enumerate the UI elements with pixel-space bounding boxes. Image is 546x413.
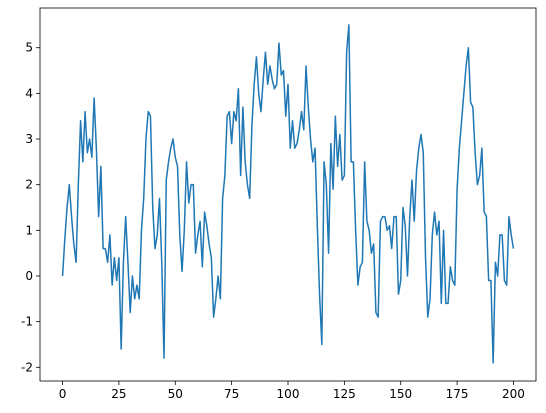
x-tick-label: 0 [59,387,67,401]
axes-frame [39,7,537,382]
y-tick-label: 2 [25,178,33,192]
x-tick-label: 125 [333,387,356,401]
x-tick-label: 25 [111,387,126,401]
y-tick-label: 3 [25,132,33,146]
data-line [61,24,515,364]
x-tick-label: 75 [224,387,239,401]
x-tick-label: 50 [168,387,183,401]
y-tick-label: 4 [25,86,33,100]
x-tick-label: 150 [389,387,412,401]
y-tick-label: 5 [25,41,33,55]
x-tick-label: 200 [502,387,525,401]
y-tick-label: -1 [21,315,33,329]
x-tick-label: 175 [446,387,469,401]
y-tick-label: 0 [25,269,33,283]
y-tick-label: 1 [25,223,33,237]
y-tick-label: -2 [21,360,33,374]
x-tick-label: 100 [277,387,300,401]
